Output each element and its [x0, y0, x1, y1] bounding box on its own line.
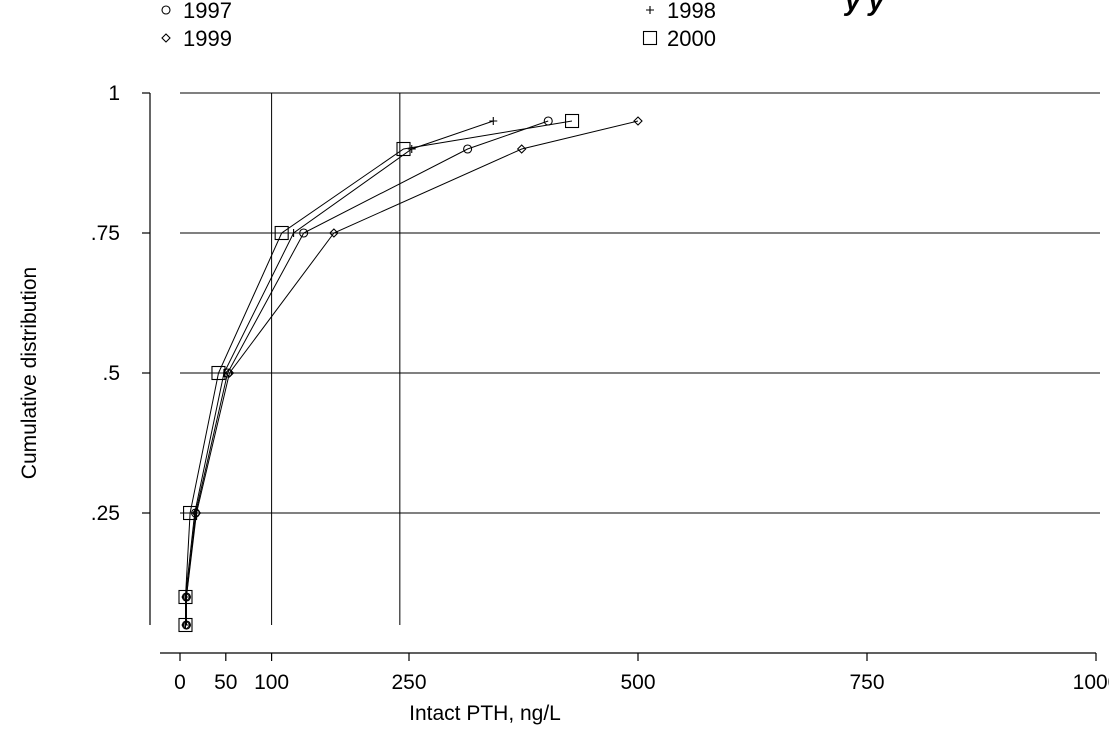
data-point-1999 — [224, 368, 235, 378]
y-tick-label: 1 — [108, 82, 120, 105]
legend-label-1997: 1997 — [183, 0, 232, 23]
x-tick-label: 500 — [620, 671, 655, 694]
series-line-1999 — [185, 120, 639, 625]
data-point-1999 — [633, 116, 643, 126]
x-tick-label: 100 — [254, 671, 289, 694]
data-point-2000 — [178, 589, 193, 605]
data-point-2000 — [274, 225, 289, 241]
legend-item-2000: 2000 — [642, 26, 716, 51]
legend-label-1999: 1999 — [183, 26, 232, 51]
y-tick-label: .5 — [102, 362, 120, 385]
x-tick-label: 50 — [214, 671, 237, 694]
y-tick-label: .25 — [91, 502, 120, 525]
legend-label-1998: 1998 — [667, 0, 716, 23]
data-point-2000 — [396, 141, 411, 157]
y-axis-title: Cumulative distribution — [18, 267, 41, 479]
legend-item-1999: 1999 — [161, 26, 232, 51]
data-point-1998 — [407, 145, 416, 153]
data-point-1997 — [543, 116, 553, 126]
x-tick-label: 1000 — [1073, 671, 1109, 694]
legend-label-2000: 2000 — [667, 26, 716, 51]
legend-marker-2000 — [642, 30, 658, 46]
data-point-1998 — [289, 229, 298, 237]
chart-title-fragment: y y — [843, 0, 885, 16]
legend-marker-1999 — [161, 33, 171, 43]
axes: .25 .5 .75 1 0 50 100 250 500 750 1000 — [91, 82, 1109, 694]
data-series — [178, 113, 643, 633]
data-point-2000 — [183, 505, 198, 521]
data-point-1998 — [219, 369, 228, 377]
legend-item-1997: 1997 — [161, 0, 232, 23]
data-point-1999 — [181, 620, 192, 630]
data-point-2000 — [178, 617, 193, 633]
legend-item-1998: 1998 — [646, 0, 716, 23]
series-1999 — [181, 116, 643, 630]
data-point-1998 — [489, 117, 498, 125]
data-point-2000 — [211, 365, 226, 381]
legend: 1997 1998 1999 2000 — [161, 0, 716, 51]
data-point-2000 — [564, 113, 580, 129]
x-tick-label: 750 — [849, 671, 884, 694]
data-point-1997 — [463, 144, 473, 154]
x-axis-title: Intact PTH, ng/L — [409, 702, 561, 725]
data-point-1999 — [181, 592, 192, 602]
data-point-1999 — [329, 228, 339, 238]
x-tick-label: 0 — [174, 671, 186, 694]
y-tick-label: .75 — [91, 222, 120, 245]
series-2000 — [178, 113, 580, 633]
data-point-1999 — [516, 144, 527, 154]
legend-marker-1997 — [161, 5, 171, 15]
x-tick-label: 250 — [391, 671, 426, 694]
reference-lines — [180, 92, 1100, 625]
series-line-2000 — [185, 120, 573, 625]
data-point-1997 — [299, 228, 309, 238]
legend-marker-1998 — [646, 6, 654, 14]
